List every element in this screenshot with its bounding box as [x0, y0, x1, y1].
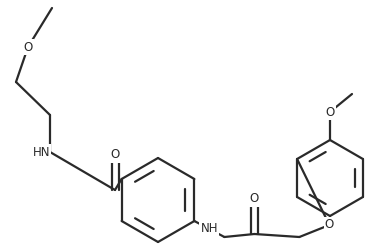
Text: O: O [325, 219, 334, 232]
Text: HN: HN [32, 145, 50, 159]
Text: NH: NH [201, 223, 218, 236]
Text: O: O [250, 192, 259, 205]
Text: O: O [110, 148, 120, 162]
Text: O: O [23, 41, 32, 54]
Text: O: O [325, 106, 335, 119]
